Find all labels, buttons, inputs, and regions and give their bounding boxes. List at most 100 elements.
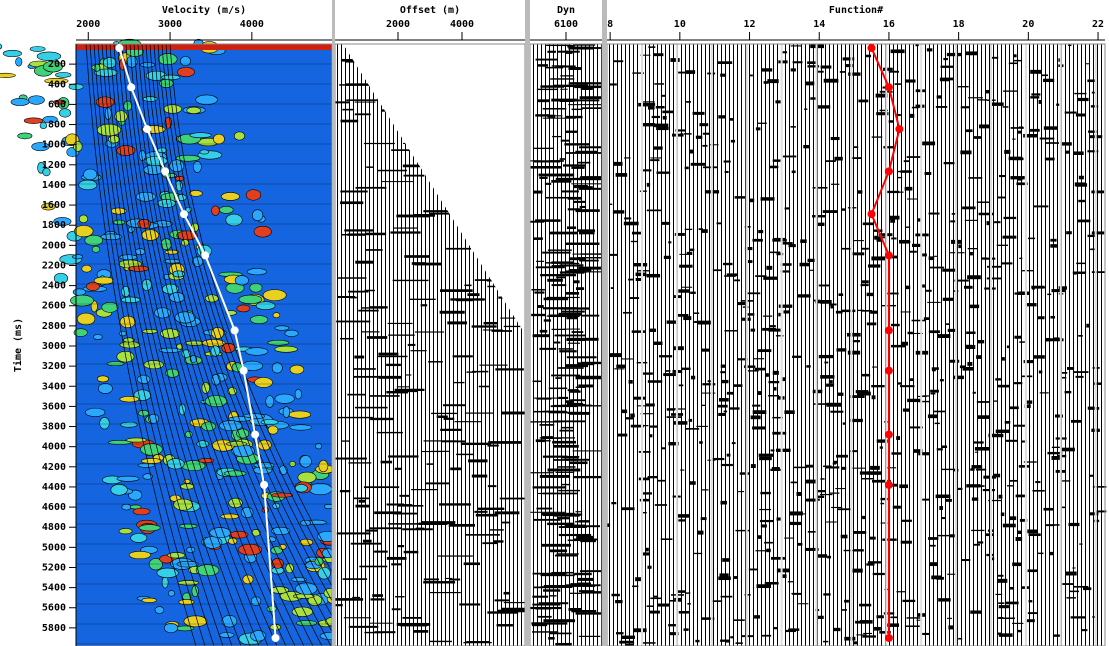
function-noise xyxy=(772,370,779,375)
gather-noise xyxy=(579,205,587,209)
gather-noise xyxy=(335,598,364,601)
nmo-curve xyxy=(97,43,224,646)
function-noise xyxy=(764,581,779,585)
gather-noise xyxy=(377,169,408,172)
function-noise xyxy=(609,253,618,256)
gather-noise xyxy=(397,504,424,507)
function-noise xyxy=(716,222,722,225)
gather-noise xyxy=(559,158,566,160)
gather-noise xyxy=(402,164,436,168)
function-noise xyxy=(806,498,820,501)
gather-noise xyxy=(576,84,589,88)
function-noise xyxy=(904,625,920,627)
function-noise xyxy=(1009,586,1015,590)
function-noise xyxy=(891,323,900,327)
function-noise xyxy=(997,574,1004,577)
function-noise xyxy=(666,416,682,418)
gather-noise xyxy=(551,328,566,331)
gather-noise xyxy=(443,417,455,420)
function-noise xyxy=(789,511,803,516)
y-tick-label: 4400 xyxy=(42,482,66,493)
semblance-blob xyxy=(86,281,100,292)
gather-noise xyxy=(494,511,520,515)
gather-noise xyxy=(409,298,436,300)
function-noise xyxy=(678,519,686,522)
function-noise xyxy=(1043,78,1055,83)
gather-noise xyxy=(543,297,569,301)
function-noise xyxy=(1073,151,1084,156)
function-noise xyxy=(1000,512,1005,517)
semblance-blob xyxy=(229,530,249,539)
gather-noise xyxy=(374,631,396,634)
function-noise xyxy=(724,275,736,277)
function-noise xyxy=(792,355,802,358)
function-noise xyxy=(632,585,639,588)
function-noise xyxy=(876,112,889,116)
semblance-blob xyxy=(110,207,127,215)
gather-noise xyxy=(394,388,425,392)
function-noise xyxy=(638,451,651,453)
function-noise xyxy=(680,133,684,136)
function-noise xyxy=(899,385,915,388)
function-noise xyxy=(780,263,792,266)
function-noise xyxy=(1050,238,1057,242)
function-noise xyxy=(689,248,695,252)
semblance-blob xyxy=(10,97,30,106)
function-noise xyxy=(848,72,861,76)
function-noise xyxy=(749,198,755,203)
function-noise xyxy=(961,559,971,562)
function-noise xyxy=(1087,150,1099,153)
function-noise xyxy=(996,244,1009,246)
function-noise xyxy=(685,70,696,74)
function-noise xyxy=(1039,137,1055,140)
function-noise xyxy=(624,157,631,159)
gather-noise xyxy=(577,161,591,164)
function-noise xyxy=(720,639,730,642)
function-noise xyxy=(804,108,808,110)
gather-noise xyxy=(413,630,429,633)
x-tick-label: 8 xyxy=(607,19,613,30)
function-noise xyxy=(843,549,854,552)
y-tick-label: 2800 xyxy=(42,321,66,332)
y-tick-label: 5200 xyxy=(42,562,66,573)
function-noise xyxy=(1017,530,1022,535)
semblance-blob xyxy=(246,268,267,276)
function-noise xyxy=(647,475,658,479)
semblance-blob xyxy=(167,590,175,597)
gather-noise xyxy=(549,549,568,553)
gather-noise xyxy=(363,486,400,489)
function-noise xyxy=(1012,622,1024,624)
semblance-blob xyxy=(72,288,87,296)
gather-noise xyxy=(429,640,452,643)
gather-noise xyxy=(348,462,372,464)
function-noise xyxy=(611,593,620,597)
gather-noise xyxy=(411,488,438,491)
function-noise xyxy=(1002,235,1017,239)
gather-noise xyxy=(336,532,371,535)
function-noise xyxy=(953,375,964,380)
gather-noise xyxy=(572,475,609,479)
function-noise xyxy=(718,412,725,416)
gather-noise xyxy=(567,342,581,344)
function-noise xyxy=(945,498,952,502)
function-noise xyxy=(828,303,837,306)
function-noise xyxy=(930,392,936,395)
function-gap xyxy=(1024,44,1027,646)
gather-noise xyxy=(355,504,370,508)
function-noise xyxy=(722,558,731,562)
function-noise xyxy=(657,603,670,607)
semblance-blob xyxy=(142,328,158,334)
semblance-blob xyxy=(242,574,254,585)
function-noise xyxy=(669,632,679,636)
gather-noise xyxy=(565,130,578,133)
function-noise xyxy=(929,266,945,269)
y-tick-label: 4000 xyxy=(42,442,66,453)
function-noise xyxy=(666,408,676,411)
gather-noise xyxy=(559,429,574,432)
function-noise xyxy=(726,453,731,457)
function-noise xyxy=(679,264,693,268)
function-noise xyxy=(661,221,671,225)
gather-noise xyxy=(577,229,596,232)
semblance-blob xyxy=(27,95,45,105)
function-noise xyxy=(737,302,747,306)
